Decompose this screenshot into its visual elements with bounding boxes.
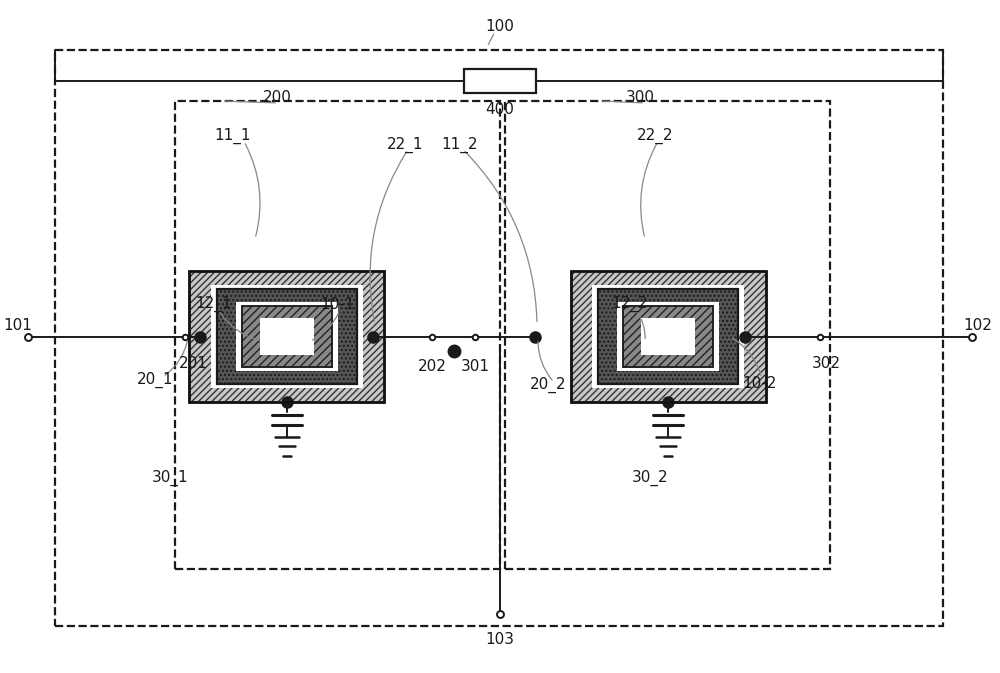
Text: 12_2: 12_2 [612,296,648,312]
Text: 201: 201 [179,356,207,371]
Bar [464,69,536,93]
Text: 102: 102 [964,318,992,332]
Text: 20_1: 20_1 [137,372,173,388]
Text: 100: 100 [486,20,514,34]
Text: 12_1: 12_1 [196,296,232,312]
Text: 301: 301 [460,359,490,374]
Text: 302: 302 [812,356,840,371]
Bar [570,271,766,402]
Text: 22_1: 22_1 [387,137,423,153]
Bar [175,101,500,569]
Bar [260,318,314,355]
Text: 11_2: 11_2 [442,137,478,153]
Bar [641,318,695,355]
Bar [570,271,766,402]
Bar [242,306,332,367]
Bar [598,289,738,384]
Bar [189,271,384,402]
Text: 11_1: 11_1 [215,128,251,144]
Text: 202: 202 [418,359,446,374]
Bar [623,306,713,367]
Text: 20_2: 20_2 [530,377,566,393]
Bar [570,271,766,402]
Text: 10-1: 10-1 [321,297,355,312]
Text: 103: 103 [486,632,514,647]
Text: 400: 400 [486,102,514,116]
Bar [217,289,357,384]
Text: 200: 200 [263,90,291,105]
Text: 101: 101 [4,318,32,332]
Bar [55,50,943,626]
Text: 30_1: 30_1 [152,470,188,486]
Text: 30_2: 30_2 [632,470,668,486]
Text: 10-2: 10-2 [743,376,777,391]
Bar [189,271,384,402]
Bar [617,302,719,371]
Text: 300: 300 [626,90,654,105]
Bar [592,285,744,388]
Bar [236,302,338,371]
Bar [211,285,363,388]
Text: 22_2: 22_2 [637,128,673,144]
Bar [189,271,384,402]
Bar [505,101,830,569]
